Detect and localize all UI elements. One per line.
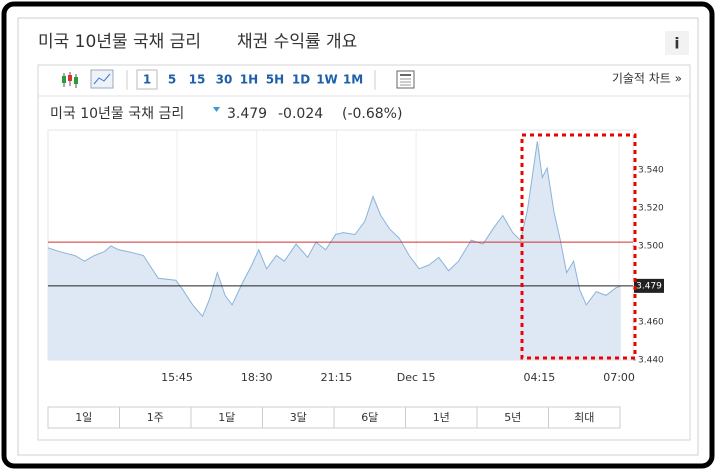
area: [48, 141, 621, 360]
line: [47, 141, 621, 318]
range-button[interactable]: 최대: [574, 411, 594, 424]
price-label: 3.479: [636, 281, 662, 291]
x-tick-label: 15:45: [161, 371, 193, 384]
y-tick-label: 3.540: [638, 165, 664, 175]
x-tick-label: 07:00: [603, 371, 635, 384]
interval-button[interactable]: 1H: [240, 73, 258, 87]
range-button[interactable]: 1주: [147, 411, 164, 424]
tech-chart-link[interactable]: 기술적 차트 »: [612, 72, 682, 86]
interval-button[interactable]: 5: [168, 73, 176, 87]
x-tick-label: 18:30: [241, 371, 273, 384]
interval-button[interactable]: 1W: [316, 73, 338, 87]
y-tick-label: 3.500: [638, 241, 664, 251]
x-tick-label: Dec 15: [397, 371, 436, 384]
interval-button[interactable]: 30: [216, 73, 233, 87]
range-button[interactable]: 1일: [75, 410, 92, 424]
line-icon[interactable]: [90, 69, 114, 89]
range-button[interactable]: 5년: [504, 411, 521, 424]
quote-change: -0.024: [278, 106, 323, 122]
y-tick-label: 3.440: [638, 356, 664, 366]
interval-button[interactable]: 5H: [266, 73, 284, 87]
quote-price: 3.479: [227, 106, 267, 122]
range-button[interactable]: 1년: [433, 411, 450, 424]
info-icon[interactable]: i: [674, 35, 679, 53]
title: 미국 10년물 국채 금리: [38, 32, 201, 52]
subtitle: 채권 수익률 개요: [237, 32, 357, 52]
info-button[interactable]: [665, 31, 689, 55]
x-tick-label: 04:15: [524, 371, 556, 384]
x-tick-label: 21:15: [321, 371, 353, 384]
interval-button[interactable]: 1: [143, 73, 151, 87]
selected-interval: [136, 69, 158, 90]
quote-change-pct: (-0.68%): [342, 106, 402, 122]
down-arrow: [213, 107, 220, 112]
price-label-box: [634, 278, 664, 293]
y-tick-label: 3.520: [638, 203, 664, 213]
table-icon[interactable]: [396, 70, 415, 89]
interval-button[interactable]: 1M: [343, 73, 363, 87]
range-button[interactable]: 1달: [218, 411, 235, 424]
highlight-box: [520, 133, 637, 360]
y-tick-label: 3.460: [638, 317, 664, 327]
range-button[interactable]: 6달: [361, 411, 378, 424]
interval-button[interactable]: 1D: [292, 73, 310, 87]
interval-button[interactable]: 15: [189, 73, 206, 87]
candle-icon[interactable]: [62, 72, 78, 88]
quote-name: 미국 10년물 국채 금리: [50, 106, 184, 122]
range-button[interactable]: 3달: [290, 411, 307, 424]
